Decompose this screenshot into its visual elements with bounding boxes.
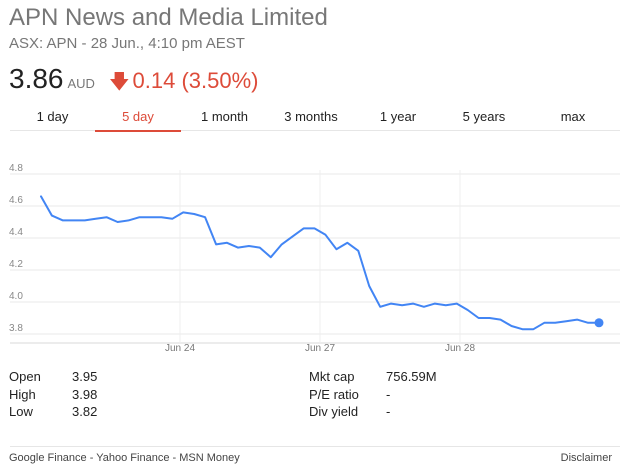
tab-5-years[interactable]: 5 years (462, 109, 506, 124)
price-line (40, 195, 600, 331)
price-chart[interactable]: 4.8 4.6 4.4 4.2 4.0 3.8 Jun 24 Jun 27 Jun 28 (0, 140, 630, 360)
tab-5-day[interactable]: 5 day (95, 103, 181, 132)
exchange-timestamp: ASX: APN - 28 Jun., 4:10 pm AEST (9, 35, 245, 52)
stats-panel: Open 3.95 High 3.98 Low 3.82 Mkt cap 756… (9, 368, 619, 424)
stat-low: Low 3.82 (9, 403, 97, 421)
stat-value: 756.59M (386, 369, 437, 385)
y-tick-label: 4.4 (9, 227, 23, 238)
tab-1-year[interactable]: 1 year (379, 109, 417, 124)
stat-high: High 3.98 (9, 386, 97, 404)
stat-value: - (386, 386, 391, 402)
price-change-value: 0.14 (3.50%) (132, 68, 259, 93)
stat-value: 3.95 (72, 369, 98, 385)
footer-divider (10, 446, 620, 447)
price-change: 🡇 0.14 (3.50%) (109, 67, 259, 101)
stat-value: 3.82 (72, 404, 98, 420)
company-name: APN News and Media Limited (9, 4, 328, 31)
source-links: Google Finance - Yahoo Finance - MSN Mon… (9, 452, 240, 464)
separator: - (169, 452, 180, 464)
tab-1-month[interactable]: 1 month (201, 109, 248, 124)
y-axis-ticks: 4.8 4.6 4.4 4.2 4.0 3.8 (9, 163, 23, 334)
tab-max[interactable]: max (560, 109, 586, 124)
chart-day-dividers (179, 170, 461, 343)
stat-label: Div yield (309, 404, 359, 420)
stat-label: High (9, 386, 36, 402)
stat-mkt-cap: Mkt cap 756.59M (309, 368, 437, 386)
y-tick-label: 3.8 (9, 323, 23, 334)
tab-1-day[interactable]: 1 day (36, 109, 69, 124)
range-tabs: 1 day 5 day 1 month 3 months 1 year 5 ye… (10, 103, 620, 132)
y-tick-label: 4.2 (9, 259, 23, 270)
y-tick-label: 4.8 (9, 163, 23, 174)
stat-value: - (386, 404, 391, 420)
x-tick-label: Jun 28 (445, 343, 475, 354)
last-price-point[interactable] (594, 318, 604, 328)
y-tick-label: 4.6 (9, 195, 23, 206)
msn-money-link[interactable]: MSN Money (179, 452, 240, 464)
x-axis-ticks: Jun 24 Jun 27 Jun 28 (165, 343, 475, 354)
y-tick-label: 4.0 (9, 291, 23, 302)
stat-div-yield: Div yield - (309, 403, 437, 421)
stat-label: Open (9, 369, 41, 385)
google-finance-link[interactable]: Google Finance (9, 452, 87, 464)
stat-label: P/E ratio (309, 386, 359, 402)
stat-value: 3.98 (72, 386, 98, 402)
currency-code: AUD (67, 76, 95, 91)
stats-left: Open 3.95 High 3.98 Low 3.82 (9, 368, 97, 421)
chart-grid (10, 173, 620, 344)
disclaimer-link[interactable]: Disclaimer (560, 452, 612, 464)
stat-label: Mkt cap (309, 369, 355, 385)
current-price: 3.86 (9, 63, 64, 94)
stat-label: Low (9, 404, 33, 420)
tab-3-months[interactable]: 3 months (284, 109, 338, 124)
quote-row: 3.86 AUD 🡇 0.14 (3.50%) (9, 63, 258, 95)
x-tick-label: Jun 24 (165, 343, 195, 354)
x-tick-label: Jun 27 (305, 343, 335, 354)
yahoo-finance-link[interactable]: Yahoo Finance (96, 452, 170, 464)
separator: - (86, 452, 97, 464)
stat-pe-ratio: P/E ratio - (309, 386, 437, 404)
down-arrow-icon: 🡇 (108, 71, 130, 93)
stats-right: Mkt cap 756.59M P/E ratio - Div yield - (309, 368, 437, 421)
stat-open: Open 3.95 (9, 368, 97, 386)
